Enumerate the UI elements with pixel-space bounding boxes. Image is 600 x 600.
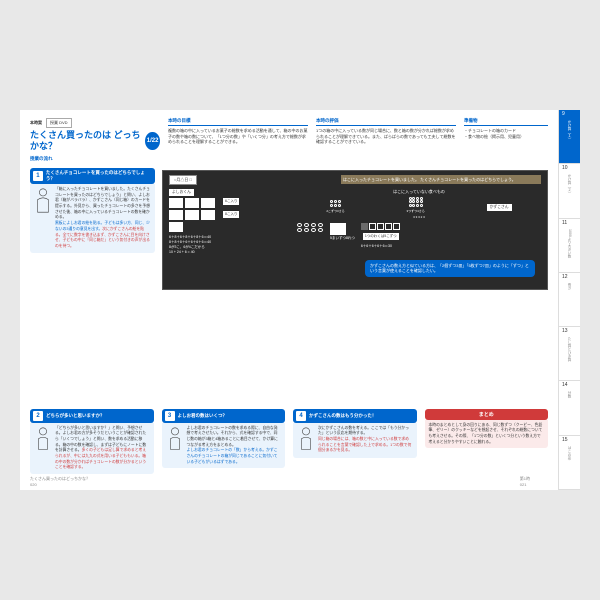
- footer-right: 第1時021: [520, 476, 530, 487]
- lesson-fraction: 1/22: [145, 132, 160, 150]
- side-tab[interactable]: 9かけ算（１）: [559, 110, 580, 164]
- flow-label: 授業の流れ: [30, 156, 160, 162]
- section-label: 本時案: [30, 120, 42, 126]
- bb-right-head: はこに入っていない食べもの: [297, 189, 541, 195]
- card-title: よしお君の数はいくつ？: [178, 413, 228, 419]
- card-text: よしお君のチョコレートの数を求める際に、自由な発想で考えさせたい。それから、式を…: [187, 426, 282, 466]
- card-text: 次にかずこさんの数を考える。ここでは「もう分かった」という反応を期待する。同じ箱…: [318, 426, 413, 455]
- bb-donuts: [297, 223, 324, 232]
- prep-head: 準備物: [464, 118, 548, 126]
- goal-body: 複数の箱の中に入っているお菓子の総数を求める活動を通して、箱の中のお菓子の数や箱…: [168, 128, 308, 145]
- bb-right-name: かずこさん: [487, 204, 512, 211]
- student-icon: [297, 426, 315, 455]
- card-title: たくさんチョコレートを買ったのはどちらでしょう？: [46, 170, 152, 182]
- bb-left-name: よしおくん: [169, 189, 194, 196]
- side-tab[interactable]: 111000より大きい数: [559, 219, 580, 273]
- side-tab[interactable]: 13たし算とひき算: [559, 327, 580, 381]
- summary-title: まとめ: [479, 411, 494, 418]
- side-tab[interactable]: 12長さ: [559, 273, 580, 327]
- bb-bars: [330, 223, 355, 235]
- bb-calc: 6＋8＋6＋8＋6＋8＋6＝40 8＋8＋8＋6＋6＋6＋6＝40 8が3こ、6…: [169, 235, 289, 256]
- bb-note2: 8こ入り: [223, 211, 239, 218]
- side-tab[interactable]: 14分数: [559, 381, 580, 435]
- card-text: 「箱に入ったチョコレートを買いました。たくさんチョコレートを買ったのはどちらでし…: [55, 187, 151, 250]
- prep-item: 食べ物の絵（掲示用、児童用）: [464, 134, 548, 140]
- summary-card: まとめ 本時のまとめとして身の回りにある、同じ数ずつ（クーピー、色鉛筆、ゼリー）…: [425, 409, 549, 475]
- summary-text: 本時のまとめとして身の回りにある、同じ数ずつ（クーピー、色鉛筆、ゼリー）のクッキ…: [429, 423, 545, 446]
- footer-left: たくさん買ったのはどっちかな？020: [30, 476, 90, 487]
- card-title: かずこさんの数はもう分かった！: [309, 413, 376, 419]
- flow-card-3: 3よしお君の数はいくつ？ よしお君のチョコレートの数を求める際に、自由な発想で考…: [162, 409, 286, 475]
- teacher-icon: [34, 187, 52, 250]
- bb-chips: 2こずつ3さら 3つずつ4さら かずこさん: [297, 197, 541, 214]
- student-icon: [166, 426, 184, 466]
- card-title: どちらが多いと思いますか？: [46, 413, 105, 419]
- card-num: 3: [165, 411, 175, 421]
- page-title: たくさん買ったのは どっちかな？: [30, 130, 142, 152]
- bb-note1: 6こ入り: [223, 198, 239, 205]
- bb-prompt: はこに入ったチョコレートを買いました。 たくさんチョコレートを買ったのはどちらで…: [341, 175, 541, 184]
- flow-card-2: 2どちらが多いと思いますか？ 「どちらが多いと思いますか？」と問い、予想させる。…: [30, 409, 154, 475]
- student-icon: [34, 426, 52, 472]
- card-num: 2: [33, 411, 43, 421]
- bb-nums: 3 3 3 2 3: [297, 215, 541, 219]
- side-tab[interactable]: 10かけ算（２）: [559, 164, 580, 218]
- eval-body: 1つの箱の中に入っている数が同じ場合に、数と箱の数が分かれば総数が求められること…: [316, 128, 456, 145]
- bb-date: ○月△日 □: [169, 175, 197, 185]
- eval-head: 本時の評価: [316, 118, 456, 126]
- flow-card-4: 4かずこさんの数はもう分かった！ 次にかずこさんの数を考える。ここでは「もう分か…: [293, 409, 417, 475]
- side-tabs: 9かけ算（１） 10かけ算（２） 111000より大きい数 12長さ 13たし算…: [558, 110, 580, 490]
- card-num: 4: [296, 411, 306, 421]
- goal-head: 本時の目標: [168, 118, 308, 126]
- flow-card-1: 1たくさんチョコレートを買ったのはどちらでしょう？ 「箱に入ったチョコレートを買…: [30, 168, 155, 253]
- dvd-tag: 授業 DVD: [46, 118, 72, 128]
- bb-callout: かずこさんの数え方と似ている方は、「2個ずつ3皿」「5枚ずつ7皿」のように「ずつ…: [365, 260, 535, 276]
- card-text: 「どちらが多いと思いますか？」と問い、予想させる。よしお君の方が多そうだというこ…: [55, 426, 150, 472]
- side-tab[interactable]: 15はこの形: [559, 436, 580, 490]
- bb-boxes: [169, 198, 219, 232]
- bb-squares: [361, 223, 400, 230]
- card-num: 1: [33, 171, 43, 181]
- blackboard: ○月△日 □ はこに入ったチョコレートを買いました。 たくさんチョコレートを買っ…: [162, 170, 548, 290]
